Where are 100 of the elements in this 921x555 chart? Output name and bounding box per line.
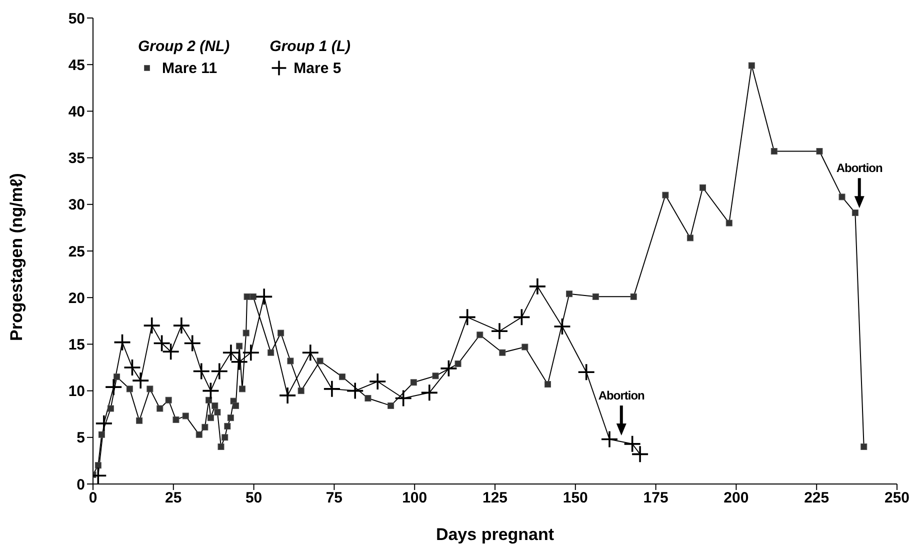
point bbox=[156, 405, 164, 412]
point bbox=[182, 412, 189, 420]
x-tick-label: 150 bbox=[562, 490, 588, 507]
point bbox=[577, 363, 596, 382]
point bbox=[512, 308, 531, 326]
point bbox=[222, 434, 228, 441]
point bbox=[686, 234, 694, 242]
point bbox=[165, 396, 172, 404]
x-tick-label: 25 bbox=[165, 490, 182, 507]
y-tick-label: 50 bbox=[68, 10, 85, 28]
y-tick-label: 20 bbox=[68, 290, 85, 307]
y-tick-label: 35 bbox=[68, 150, 85, 168]
point bbox=[544, 381, 551, 388]
point bbox=[136, 417, 143, 424]
y-tick-label: 45 bbox=[68, 56, 85, 74]
point bbox=[126, 386, 133, 392]
annotation: Abortion bbox=[598, 388, 645, 403]
point bbox=[232, 402, 240, 409]
point bbox=[172, 316, 190, 334]
point bbox=[700, 184, 706, 191]
point bbox=[860, 443, 868, 450]
point bbox=[287, 358, 294, 364]
point bbox=[630, 293, 637, 300]
point bbox=[238, 386, 246, 392]
point bbox=[490, 322, 508, 340]
point bbox=[244, 293, 250, 300]
y-tick-label: 40 bbox=[68, 104, 85, 121]
y-tick-label: 25 bbox=[68, 243, 85, 260]
point bbox=[388, 402, 394, 409]
point bbox=[726, 220, 732, 226]
point bbox=[368, 372, 387, 390]
point bbox=[242, 344, 260, 362]
point bbox=[202, 424, 208, 430]
legend-label: Mare 11 bbox=[162, 60, 218, 76]
point bbox=[227, 414, 234, 422]
y-tick-label: 0 bbox=[76, 476, 85, 494]
point bbox=[104, 378, 122, 396]
point bbox=[255, 288, 273, 306]
point bbox=[142, 316, 161, 334]
annotation: Group 2 (NL) bbox=[138, 38, 230, 55]
x-tick-label: 125 bbox=[482, 490, 508, 507]
point bbox=[123, 358, 142, 376]
point bbox=[323, 380, 341, 398]
point bbox=[432, 372, 439, 380]
x-tick-label: 225 bbox=[804, 490, 830, 507]
x-tick-label: 175 bbox=[643, 490, 668, 507]
point bbox=[146, 386, 154, 392]
y-tick-label: 30 bbox=[68, 196, 85, 214]
point bbox=[838, 194, 846, 200]
point bbox=[207, 414, 214, 422]
point bbox=[172, 416, 180, 423]
point bbox=[816, 148, 823, 155]
point bbox=[268, 349, 274, 356]
point bbox=[202, 382, 220, 400]
point bbox=[298, 388, 304, 394]
point bbox=[107, 405, 114, 412]
point bbox=[553, 318, 572, 336]
y-axis-title: Progestagen (ng/mℓ) bbox=[7, 173, 26, 341]
point bbox=[420, 384, 438, 402]
point bbox=[94, 462, 102, 469]
point bbox=[236, 342, 243, 350]
point bbox=[528, 278, 546, 296]
point bbox=[476, 332, 484, 338]
point bbox=[770, 148, 778, 155]
x-tick-label: 200 bbox=[724, 490, 749, 507]
point bbox=[98, 431, 105, 438]
point bbox=[592, 293, 599, 300]
point bbox=[499, 349, 506, 356]
point bbox=[522, 344, 528, 350]
point bbox=[338, 374, 346, 380]
point bbox=[316, 358, 324, 364]
point bbox=[113, 333, 132, 352]
x-tick-label: 75 bbox=[326, 490, 343, 507]
point bbox=[410, 379, 417, 386]
point bbox=[394, 389, 412, 408]
point bbox=[214, 408, 221, 416]
point bbox=[852, 210, 858, 216]
point bbox=[302, 344, 320, 362]
point bbox=[218, 443, 224, 450]
x-tick-label: 100 bbox=[402, 490, 428, 507]
point bbox=[440, 360, 458, 378]
point bbox=[224, 422, 231, 430]
point bbox=[278, 386, 296, 404]
y-tick-label: 10 bbox=[68, 383, 85, 400]
point bbox=[454, 360, 462, 368]
point bbox=[364, 395, 372, 402]
point bbox=[114, 374, 120, 380]
annotation: Group 1 (L) bbox=[270, 38, 350, 55]
point bbox=[250, 293, 256, 300]
point bbox=[210, 362, 228, 380]
point bbox=[212, 402, 218, 409]
x-tick-label: 250 bbox=[884, 490, 910, 507]
point bbox=[196, 431, 202, 438]
annotation: Abortion bbox=[836, 161, 883, 176]
x-axis-title: Days pregnant bbox=[436, 525, 554, 544]
point bbox=[132, 372, 150, 390]
point bbox=[458, 308, 476, 326]
x-tick-label: 50 bbox=[245, 490, 262, 507]
point bbox=[346, 382, 364, 400]
point bbox=[600, 430, 618, 448]
